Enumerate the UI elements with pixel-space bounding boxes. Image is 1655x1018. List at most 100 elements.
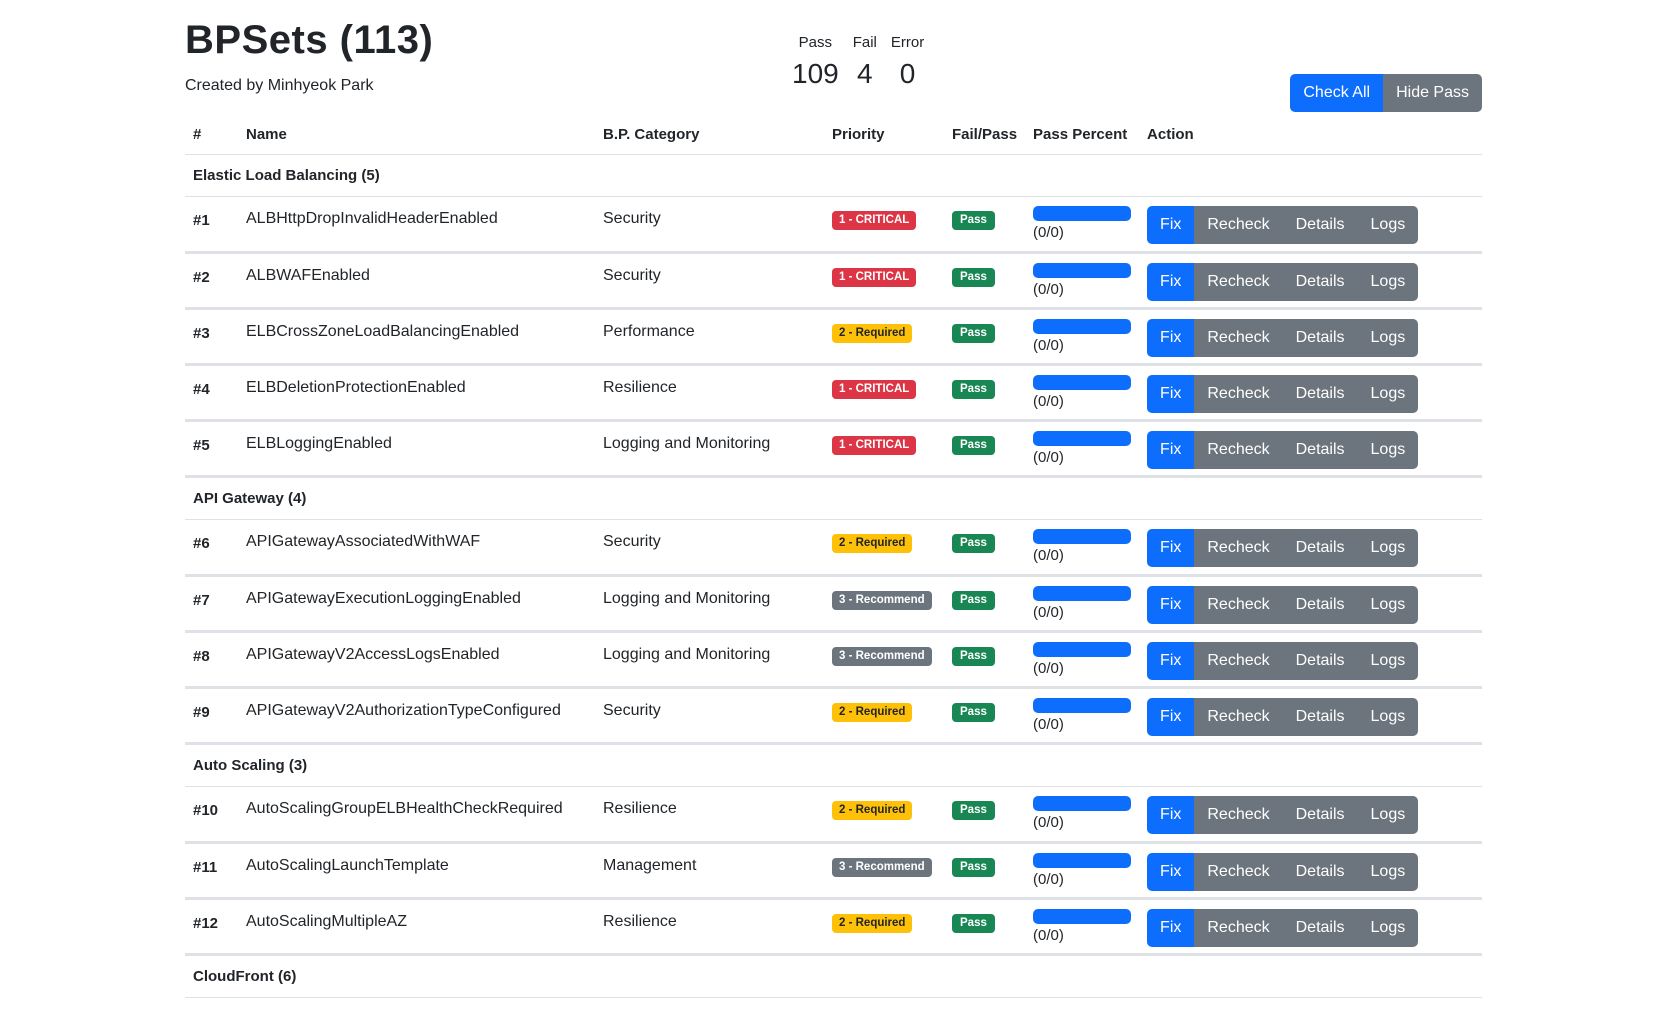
- recheck-button[interactable]: Recheck: [1194, 796, 1283, 834]
- row-name: ELBDeletionProtectionEnabled: [238, 364, 595, 422]
- row-priority-cell: 1 - CRITICAL: [824, 420, 944, 478]
- row-pass-percent-cell: (0/0): [1025, 687, 1140, 745]
- col-header-index: #: [185, 114, 238, 155]
- logs-button[interactable]: Logs: [1357, 529, 1419, 567]
- priority-badge: 2 - Required: [832, 801, 913, 820]
- check-all-button[interactable]: Check All: [1290, 74, 1384, 112]
- logs-button[interactable]: Logs: [1357, 796, 1419, 834]
- row-status-cell: Pass: [944, 687, 1026, 745]
- fix-button[interactable]: Fix: [1147, 319, 1195, 357]
- fix-button[interactable]: Fix: [1147, 796, 1195, 834]
- pass-progress-bar: [1033, 586, 1132, 601]
- stat-error-value: 0: [899, 58, 916, 89]
- row-index: #11: [185, 842, 238, 900]
- action-button-group: Fix Recheck Details Logs: [1147, 586, 1474, 624]
- logs-button[interactable]: Logs: [1357, 263, 1419, 301]
- details-button[interactable]: Details: [1282, 586, 1358, 624]
- details-button[interactable]: Details: [1282, 529, 1358, 567]
- details-button[interactable]: Details: [1282, 263, 1358, 301]
- fix-button[interactable]: Fix: [1147, 853, 1195, 891]
- fix-button[interactable]: Fix: [1147, 375, 1195, 413]
- fix-button[interactable]: Fix: [1147, 586, 1195, 624]
- details-button[interactable]: Details: [1282, 698, 1358, 736]
- group-title: CloudFront (6): [185, 954, 1482, 998]
- details-button[interactable]: Details: [1282, 642, 1358, 680]
- row-category: Logging and Monitoring: [595, 631, 824, 689]
- row-category: Resilience: [595, 898, 824, 956]
- pass-percent-text: (0/0): [1033, 604, 1064, 621]
- recheck-button[interactable]: Recheck: [1194, 529, 1283, 567]
- details-button[interactable]: Details: [1282, 375, 1358, 413]
- logs-button[interactable]: Logs: [1357, 375, 1419, 413]
- recheck-button[interactable]: Recheck: [1194, 909, 1283, 947]
- row-priority-cell: 1 - CRITICAL: [824, 196, 944, 254]
- row-pass-percent-cell: (0/0): [1025, 364, 1140, 422]
- recheck-button[interactable]: Recheck: [1194, 698, 1283, 736]
- recheck-button[interactable]: Recheck: [1194, 206, 1283, 244]
- summary-stats: Pass 109 Fail 4 Error 0: [792, 34, 938, 90]
- logs-button[interactable]: Logs: [1357, 586, 1419, 624]
- fix-button[interactable]: Fix: [1147, 206, 1195, 244]
- action-button-group: Fix Recheck Details Logs: [1147, 206, 1474, 244]
- action-button-group: Fix Recheck Details Logs: [1147, 431, 1474, 469]
- action-button-group: Fix Recheck Details Logs: [1147, 909, 1474, 947]
- logs-button[interactable]: Logs: [1357, 698, 1419, 736]
- fix-button[interactable]: Fix: [1147, 642, 1195, 680]
- row-priority-cell: 3 - Recommend: [824, 631, 944, 689]
- pass-progress-fill: [1033, 909, 1132, 924]
- logs-button[interactable]: Logs: [1357, 431, 1419, 469]
- pass-percent-text: (0/0): [1033, 337, 1064, 354]
- details-button[interactable]: Details: [1282, 853, 1358, 891]
- action-button-group: Fix Recheck Details Logs: [1147, 853, 1474, 891]
- pass-progress-bar: [1033, 698, 1132, 713]
- row-status-cell: Pass: [944, 364, 1026, 422]
- logs-button[interactable]: Logs: [1357, 206, 1419, 244]
- row-action-cell: Fix Recheck Details Logs: [1139, 786, 1482, 844]
- recheck-button[interactable]: Recheck: [1194, 263, 1283, 301]
- table-row: #6 APIGatewayAssociatedWithWAF Security 2 -…: [185, 519, 1482, 577]
- pass-progress-bar: [1033, 642, 1132, 657]
- row-name: AutoScalingLaunchTemplate: [238, 842, 595, 900]
- row-index: #2: [185, 252, 238, 310]
- status-badge: Pass: [952, 211, 995, 230]
- row-name: ELBLoggingEnabled: [238, 420, 595, 478]
- pass-percent-text: (0/0): [1033, 871, 1064, 888]
- fix-button[interactable]: Fix: [1147, 529, 1195, 567]
- details-button[interactable]: Details: [1282, 206, 1358, 244]
- recheck-button[interactable]: Recheck: [1194, 319, 1283, 357]
- priority-badge: 1 - CRITICAL: [832, 380, 917, 399]
- row-category: Security: [595, 519, 824, 577]
- pass-progress-bar: [1033, 206, 1132, 221]
- details-button[interactable]: Details: [1282, 319, 1358, 357]
- logs-button[interactable]: Logs: [1357, 319, 1419, 357]
- logs-button[interactable]: Logs: [1357, 909, 1419, 947]
- table-row: #3 ELBCrossZoneLoadBalancingEnabled Perfor…: [185, 308, 1482, 366]
- table-row: #4 ELBDeletionProtectionEnabled Resilience…: [185, 364, 1482, 422]
- details-button[interactable]: Details: [1282, 909, 1358, 947]
- row-index: #4: [185, 364, 238, 422]
- fix-button[interactable]: Fix: [1147, 431, 1195, 469]
- fix-button[interactable]: Fix: [1147, 909, 1195, 947]
- col-header-pass-percent: Pass Percent: [1025, 114, 1140, 155]
- row-action-cell: Fix Recheck Details Logs: [1139, 519, 1482, 577]
- pass-progress-bar: [1033, 853, 1132, 868]
- recheck-button[interactable]: Recheck: [1194, 431, 1283, 469]
- stat-fail: Fail 4: [853, 34, 877, 90]
- fix-button[interactable]: Fix: [1147, 263, 1195, 301]
- action-button-group: Fix Recheck Details Logs: [1147, 642, 1474, 680]
- details-button[interactable]: Details: [1282, 431, 1358, 469]
- recheck-button[interactable]: Recheck: [1194, 375, 1283, 413]
- hide-pass-button[interactable]: Hide Pass: [1383, 74, 1482, 112]
- logs-button[interactable]: Logs: [1357, 853, 1419, 891]
- row-priority-cell: 2 - Required: [824, 519, 944, 577]
- recheck-button[interactable]: Recheck: [1194, 642, 1283, 680]
- recheck-button[interactable]: Recheck: [1194, 853, 1283, 891]
- pass-progress-fill: [1033, 529, 1132, 544]
- recheck-button[interactable]: Recheck: [1194, 586, 1283, 624]
- row-pass-percent-cell: (0/0): [1025, 575, 1140, 633]
- fix-button[interactable]: Fix: [1147, 698, 1195, 736]
- action-button-group: Fix Recheck Details Logs: [1147, 319, 1474, 357]
- logs-button[interactable]: Logs: [1357, 642, 1419, 680]
- row-index: #3: [185, 308, 238, 366]
- details-button[interactable]: Details: [1282, 796, 1358, 834]
